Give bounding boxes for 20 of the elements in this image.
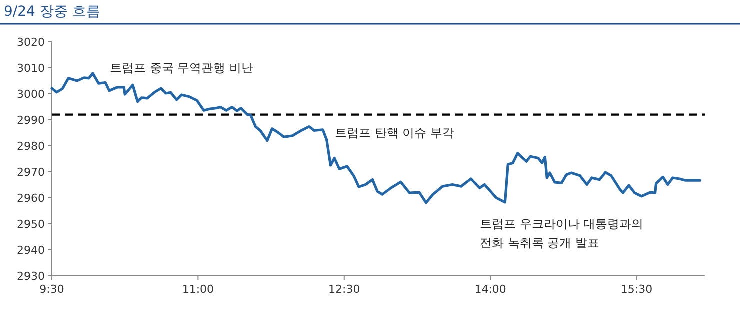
x-tick-label: 12:30: [328, 283, 360, 296]
x-tick-label: 15:30: [620, 283, 653, 296]
line-series: [50, 72, 702, 204]
y-tick-label: 2990: [17, 114, 45, 127]
x-tick-label: 14:00: [474, 283, 506, 296]
y-tick-label: 2940: [17, 244, 45, 257]
chart-title: 9/24 장중 흐름: [4, 4, 100, 20]
y-tick-label: 3000: [17, 88, 45, 101]
y-tick-label: 3020: [17, 36, 45, 49]
annotation: 트럼프 탄핵 이슈 부각: [335, 126, 454, 140]
y-tick-label: 2930: [17, 270, 45, 283]
y-tick-label: 2950: [17, 218, 45, 231]
y-tick-label: 2960: [17, 192, 45, 205]
x-tick-label: 11:00: [182, 283, 214, 296]
x-tick-label: 9:30: [40, 283, 64, 296]
y-tick-label: 2980: [17, 140, 45, 153]
annotation: 트럼프 중국 무역관행 비난: [110, 61, 254, 75]
annotation: 트럼프 우크라이나 대통령과의 전화 녹취록 공개 발표: [480, 217, 644, 250]
y-tick-label: 3010: [17, 62, 45, 75]
y-tick-label: 2970: [17, 166, 45, 179]
